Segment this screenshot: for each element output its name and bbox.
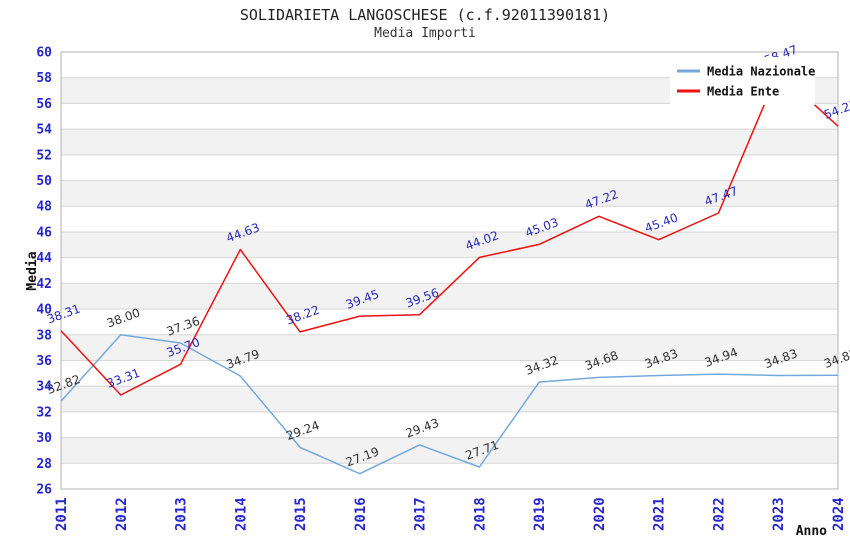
- x-tick-label: 2014: [233, 497, 249, 531]
- legend-box: [670, 57, 815, 105]
- x-tick-label: 2015: [293, 497, 309, 531]
- x-tick-label: 2022: [712, 497, 728, 531]
- y-tick-label: 30: [36, 431, 52, 446]
- y-tick-label: 34: [36, 380, 52, 395]
- plot-band: [61, 437, 838, 464]
- y-axis-title: Media: [25, 251, 40, 290]
- x-tick-label: 2011: [54, 497, 70, 531]
- plot-band: [61, 283, 838, 310]
- y-tick-label: 32: [36, 405, 52, 420]
- x-tick-label: 2016: [353, 497, 369, 531]
- y-tick-label: 42: [36, 277, 52, 292]
- x-tick-label: 2023: [771, 497, 787, 531]
- x-tick-label: 2017: [413, 497, 429, 531]
- plot-border: [60, 51, 839, 490]
- y-tick-label: 40: [36, 303, 52, 318]
- y-tick-label: 28: [36, 457, 52, 472]
- y-tick-label: 44: [36, 251, 52, 266]
- x-tick-label: 2018: [472, 497, 488, 531]
- chart-title: SOLIDARIETA LANGOSCHESE (c.f.92011390181…: [239, 6, 611, 24]
- plot-band: [61, 129, 838, 155]
- y-tick-label: 38: [36, 328, 52, 343]
- y-tick-label: 46: [36, 225, 52, 240]
- series-line-media-nazionale: [60, 334, 839, 475]
- plot-band: [61, 180, 838, 207]
- x-tick-label: 2013: [174, 497, 190, 531]
- x-tick-label: 2019: [532, 497, 548, 531]
- y-tick-label: 50: [36, 174, 52, 189]
- y-tick-label: 56: [36, 97, 52, 112]
- y-tick-label: 48: [36, 200, 52, 215]
- plot-band: [61, 231, 838, 258]
- y-tick-label: 52: [36, 148, 52, 163]
- x-axis-title: Anno: [796, 524, 827, 539]
- x-tick-label: 2020: [592, 497, 608, 531]
- x-tick-label: 2012: [114, 497, 130, 531]
- y-tick-label: 54: [36, 123, 52, 138]
- y-tick-label: 36: [36, 354, 52, 369]
- legend-label-media-nazionale: Media Nazionale: [707, 65, 815, 79]
- chart-subtitle: Media Importi: [374, 26, 476, 41]
- series-line-media-ente: [60, 70, 839, 396]
- y-tick-label: 58: [36, 71, 52, 86]
- plot-band: [61, 386, 838, 412]
- x-tick-label: 2024: [831, 497, 847, 531]
- y-tick-label: 26: [36, 483, 52, 498]
- plot-band: [61, 334, 838, 361]
- point-label-media-nazionale: 29.43: [404, 416, 441, 441]
- x-tick-label: 2021: [652, 497, 668, 531]
- y-tick-label: 60: [36, 46, 52, 61]
- legend-label-media-ente: Media Ente: [707, 85, 779, 99]
